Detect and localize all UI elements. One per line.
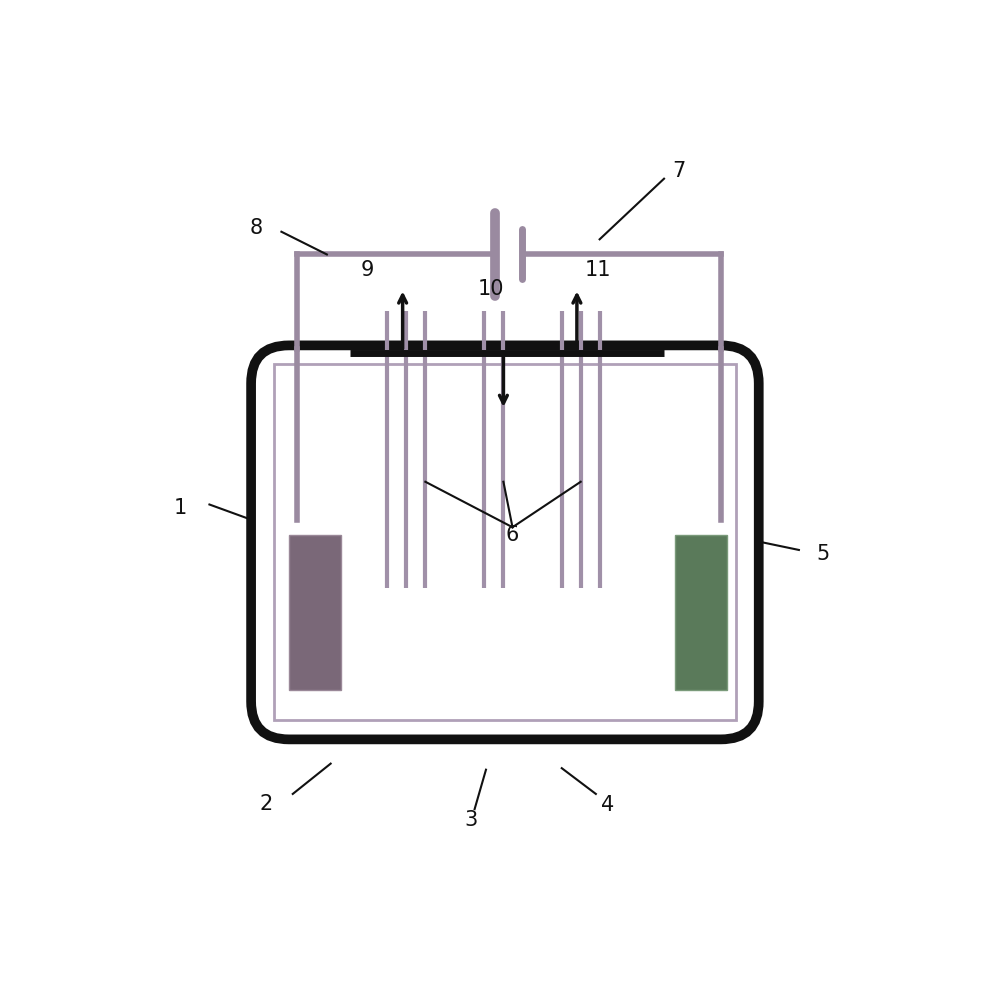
Text: 4: 4 [601,795,614,816]
Text: 11: 11 [585,260,611,279]
Bar [274,364,736,720]
Text: 5: 5 [817,544,830,564]
Text: 10: 10 [478,278,505,298]
Bar [289,535,341,690]
Text: 9: 9 [360,260,374,279]
Text: 2: 2 [260,794,273,814]
Text: 8: 8 [250,217,263,238]
FancyBboxPatch shape [251,345,759,739]
Bar [675,535,727,690]
Text: 3: 3 [464,811,477,830]
Text: 7: 7 [673,161,686,181]
Text: 1: 1 [174,498,187,519]
Text: 6: 6 [506,524,519,545]
